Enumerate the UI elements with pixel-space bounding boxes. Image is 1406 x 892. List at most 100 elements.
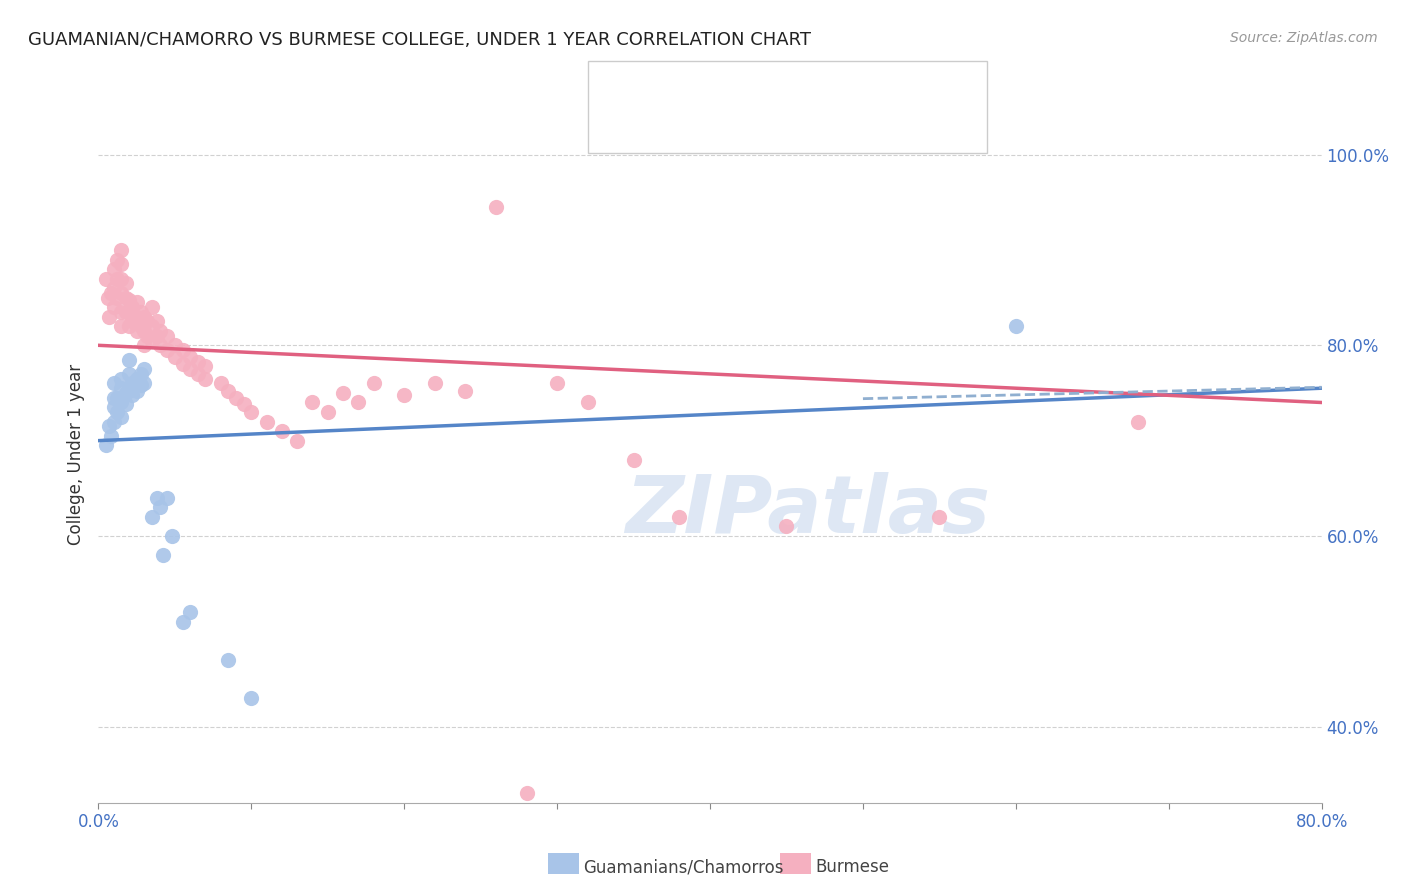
Point <box>423 376 446 391</box>
Point <box>105 291 128 305</box>
Point <box>103 376 125 391</box>
Point <box>103 401 125 415</box>
Point <box>240 690 263 705</box>
Point <box>363 376 385 391</box>
Point <box>129 305 152 319</box>
Point <box>94 438 117 452</box>
Point <box>129 367 152 381</box>
Point <box>115 386 138 401</box>
Point <box>576 395 599 409</box>
Point <box>232 397 254 411</box>
Point <box>187 355 209 369</box>
Text: N =: N = <box>752 78 804 96</box>
Point <box>392 388 416 402</box>
Point <box>115 305 138 319</box>
Text: Burmese: Burmese <box>815 858 890 876</box>
Point <box>118 305 141 319</box>
Point <box>141 319 163 334</box>
Point <box>129 319 152 334</box>
Point <box>125 295 148 310</box>
Point <box>110 243 132 257</box>
Text: 86: 86 <box>808 118 831 136</box>
Point <box>187 367 209 381</box>
Point <box>145 328 167 343</box>
Text: GUAMANIAN/CHAMORRO VS BURMESE COLLEGE, UNDER 1 YEAR CORRELATION CHART: GUAMANIAN/CHAMORRO VS BURMESE COLLEGE, U… <box>28 31 811 49</box>
Point <box>136 328 159 343</box>
Point <box>179 605 201 619</box>
Text: Guamanians/Chamorros: Guamanians/Chamorros <box>583 858 785 876</box>
Point <box>105 391 128 405</box>
Point <box>118 352 141 367</box>
Point <box>141 300 163 314</box>
Point <box>115 277 138 291</box>
Point <box>141 334 163 348</box>
Text: R =: R = <box>647 78 686 96</box>
Point <box>97 291 120 305</box>
Point <box>134 376 156 391</box>
Point <box>217 653 239 667</box>
Text: 0.090: 0.090 <box>696 78 747 96</box>
Point <box>125 372 148 386</box>
Point <box>179 362 201 376</box>
Point <box>301 395 323 409</box>
Point <box>240 405 263 419</box>
Point <box>928 509 950 524</box>
Point <box>136 314 159 328</box>
Point <box>179 350 201 364</box>
Point <box>209 376 232 391</box>
Point <box>118 293 141 307</box>
Point <box>125 384 148 398</box>
Point <box>285 434 308 448</box>
Point <box>98 419 121 434</box>
Point <box>156 343 179 357</box>
Point <box>516 786 538 800</box>
Point <box>194 372 217 386</box>
Point <box>623 452 645 467</box>
Point <box>141 509 163 524</box>
Point <box>110 305 132 319</box>
Point <box>134 362 156 376</box>
Point <box>110 395 132 409</box>
Point <box>149 500 172 515</box>
Point <box>160 529 183 543</box>
Point <box>110 257 132 271</box>
Point <box>118 381 141 395</box>
Point <box>332 386 354 401</box>
Point <box>100 285 122 300</box>
Point <box>172 615 194 629</box>
Point <box>347 395 370 409</box>
Point <box>129 378 152 392</box>
Point <box>172 343 194 357</box>
Point <box>110 372 132 386</box>
Point <box>110 409 132 424</box>
Point <box>163 338 186 352</box>
Point <box>121 314 143 328</box>
Point <box>118 367 141 381</box>
Point <box>103 300 125 314</box>
Point <box>115 397 138 411</box>
Point <box>156 491 179 505</box>
Point <box>105 252 128 267</box>
Point <box>118 319 141 334</box>
Point <box>103 391 125 405</box>
Point <box>1004 319 1026 334</box>
Point <box>1128 415 1150 429</box>
Point <box>103 415 125 429</box>
Point <box>125 324 148 338</box>
Point <box>110 381 132 395</box>
Point <box>115 291 138 305</box>
Point <box>217 384 239 398</box>
Point <box>121 376 143 391</box>
Point <box>668 509 690 524</box>
Point <box>125 310 148 324</box>
Point <box>110 319 132 334</box>
Point <box>270 424 292 438</box>
Point <box>100 429 122 443</box>
Point <box>94 271 117 285</box>
Point <box>145 491 167 505</box>
Y-axis label: College, Under 1 year: College, Under 1 year <box>67 364 86 546</box>
Point <box>256 415 278 429</box>
Point <box>134 310 156 324</box>
Point <box>172 357 194 371</box>
Point <box>225 391 247 405</box>
